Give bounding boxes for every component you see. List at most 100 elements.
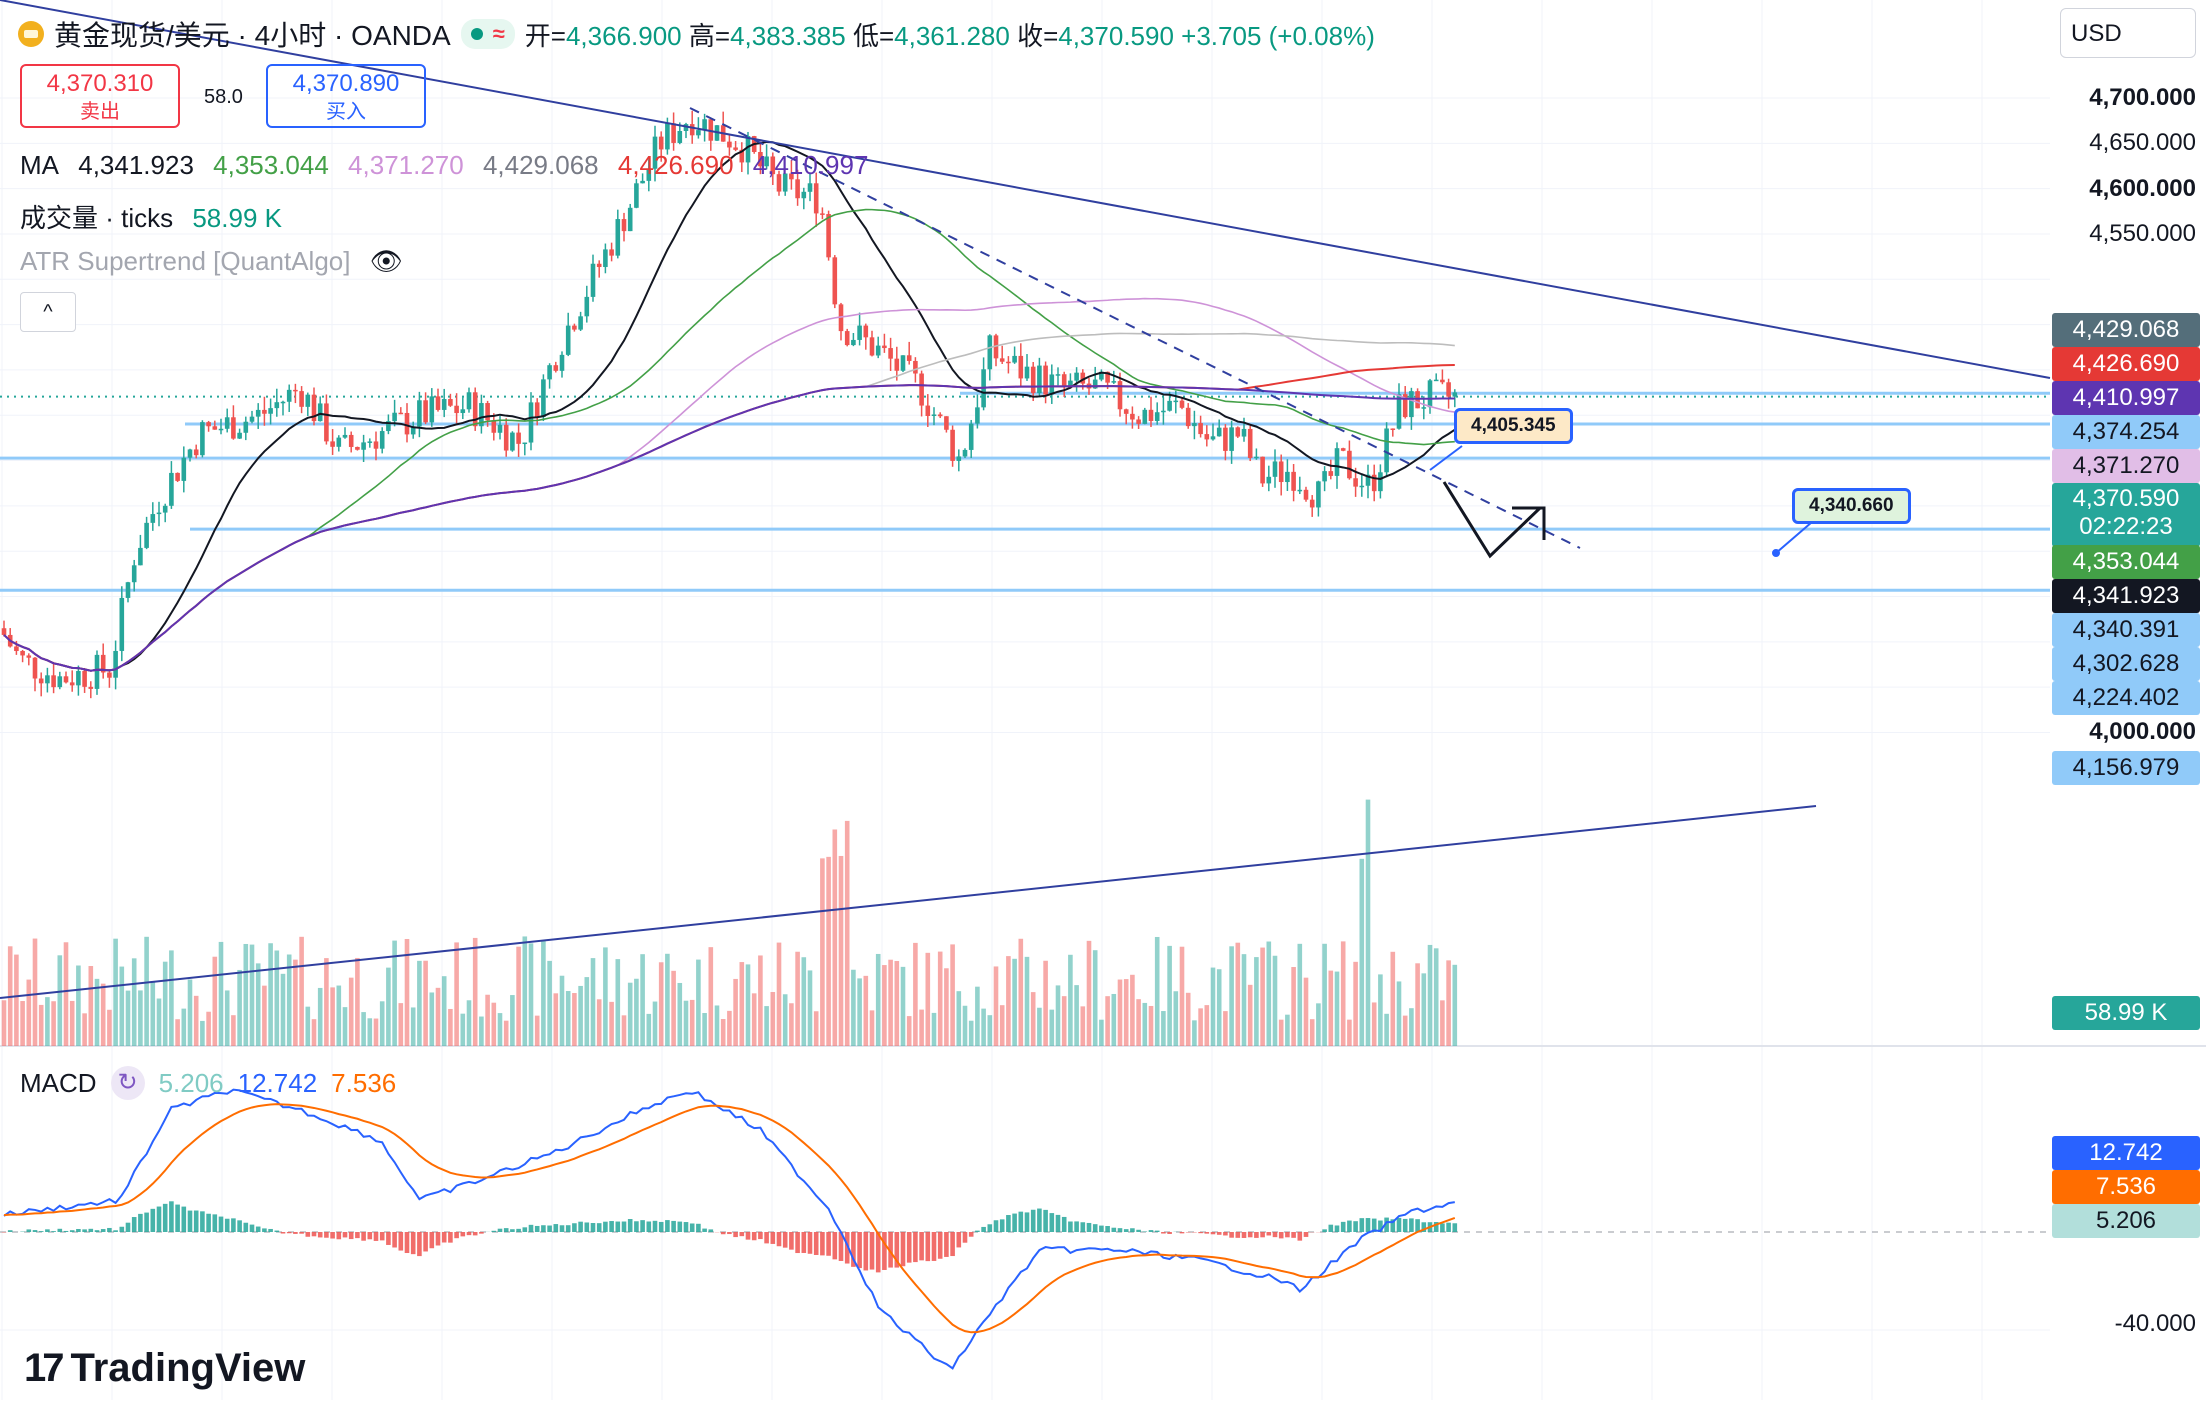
macd-histogram-bar (776, 1232, 782, 1247)
volume-bar (1229, 946, 1234, 1046)
macd-histogram-bar (634, 1221, 639, 1232)
macd-histogram-bar (937, 1232, 943, 1259)
volume-bar (435, 987, 441, 1046)
candle-body (671, 123, 676, 143)
macd-histogram-bar (1260, 1232, 1265, 1238)
price-tag: 4,340.391 (2052, 613, 2200, 647)
volume-bar (795, 951, 800, 1046)
candle-body (38, 678, 44, 684)
volume-bar (733, 978, 738, 1046)
volume-bar (200, 1020, 205, 1046)
market-status[interactable]: ≈ (460, 19, 515, 49)
candle-body (541, 379, 546, 417)
candle-body (944, 416, 949, 430)
callout-lower[interactable]: 4,340.660 (1792, 488, 1911, 524)
volume-bar (1142, 1002, 1148, 1046)
macd-histogram-bar (1154, 1230, 1160, 1232)
volume-bar (32, 938, 38, 1046)
macd-histogram-bar (435, 1232, 441, 1246)
macd-histogram-bar (88, 1228, 94, 1232)
candle-body (485, 403, 490, 421)
macd-histogram-bar (1328, 1224, 1334, 1232)
candle-body (857, 325, 862, 340)
macd-histogram-bar (472, 1232, 478, 1236)
macd-histogram-bar (764, 1232, 769, 1244)
refresh-icon[interactable]: ↻ (110, 1066, 145, 1100)
candle-body (423, 400, 428, 423)
macd-histogram-bar (218, 1216, 224, 1232)
eye-hidden-icon[interactable]: 👁︎ (369, 246, 403, 276)
candle-body (1018, 355, 1024, 379)
candle-body (1055, 374, 1061, 376)
volume-bar (255, 963, 261, 1046)
volume-bar (609, 1001, 614, 1046)
volume-bar (826, 856, 831, 1046)
volume-bar (410, 1007, 416, 1046)
volume-bar (441, 976, 447, 1046)
callout-upper[interactable]: 4,405.345 (1454, 408, 1573, 444)
atr-legend[interactable]: ATR Supertrend [QuantAlgo] 👁︎ (20, 246, 415, 277)
macd-histogram-bar (243, 1222, 249, 1232)
candle-body (906, 355, 912, 361)
macd-histogram-bar (1446, 1222, 1451, 1232)
macd-histogram-bar (1111, 1227, 1117, 1232)
macd-histogram-bar (1247, 1232, 1253, 1238)
volume-bar (696, 959, 701, 1046)
symbol-title[interactable]: 黄金现货/美元 · 4小时 · OANDA (54, 20, 451, 51)
candle-body (392, 412, 397, 422)
candle-body (733, 147, 738, 150)
macd-histogram-bar (844, 1232, 850, 1264)
ma-label: MA (20, 150, 59, 180)
volume-bar (627, 982, 633, 1046)
macd-histogram-bar (150, 1208, 156, 1232)
ma-legend[interactable]: MA 4,341.923 4,353.044 4,371.270 4,429.0… (20, 150, 880, 181)
macd-histogram-bar (1049, 1213, 1055, 1232)
volume-legend[interactable]: 成交量 · ticks 58.99 K (20, 198, 294, 235)
macd-histogram-bar (789, 1232, 794, 1250)
volume-bar (1303, 977, 1309, 1046)
price-tag-value: 4,429.068 (2072, 316, 2180, 343)
candle-body (1074, 372, 1079, 381)
macd-histogram-bar (144, 1212, 149, 1232)
volume-bar (640, 954, 645, 1046)
macd-histogram-bar (32, 1230, 38, 1232)
macd-histogram-bar (1378, 1220, 1383, 1232)
price-axis-label: 4,000.000 (2089, 718, 2196, 746)
candle-body (224, 417, 230, 429)
collapse-legend-button[interactable]: ^ (20, 292, 76, 332)
macd-line-tag: 12.742 (2052, 1136, 2200, 1170)
currency-select[interactable]: USD (2060, 8, 2196, 58)
candle-body (590, 263, 596, 297)
macd-histogram-bar (1142, 1231, 1148, 1232)
macd-histogram-bar (57, 1228, 63, 1232)
volume-bar (1185, 992, 1191, 1046)
volume-bar (14, 954, 19, 1046)
volume-bar (968, 1020, 974, 1046)
macd-histogram-bar (7, 1230, 13, 1232)
buy-button[interactable]: 4,370.890 买入 (266, 64, 426, 128)
candle-body (479, 403, 484, 427)
volume-bar (1409, 1008, 1414, 1046)
volume-bar (119, 966, 125, 1046)
ma-value-6: 4,410.997 (752, 150, 869, 180)
tradingview-logo[interactable]: 17 TradingView (24, 1346, 305, 1391)
candle-body (299, 391, 304, 407)
macd-histogram-bar (999, 1219, 1005, 1232)
candle-body (429, 396, 435, 423)
candle-body (1136, 419, 1141, 424)
candle-body (503, 424, 509, 451)
candle-body (113, 650, 118, 678)
volume-bar (218, 941, 224, 1046)
macd-histogram-bar (286, 1232, 292, 1234)
macd-histogram-bar (299, 1232, 304, 1234)
macd-histogram-bar (454, 1232, 459, 1239)
candle-body (677, 130, 683, 143)
macd-histogram-bar (1409, 1218, 1414, 1232)
price-tag-value: 4,302.628 (2072, 650, 2180, 677)
candle-body (875, 345, 881, 356)
macd-histogram-bar (621, 1221, 627, 1232)
sell-button[interactable]: 4,370.310 卖出 (20, 64, 180, 128)
macd-legend[interactable]: MACD ↻ 5.206 12.742 7.536 (20, 1066, 396, 1100)
candle-body (522, 442, 528, 445)
